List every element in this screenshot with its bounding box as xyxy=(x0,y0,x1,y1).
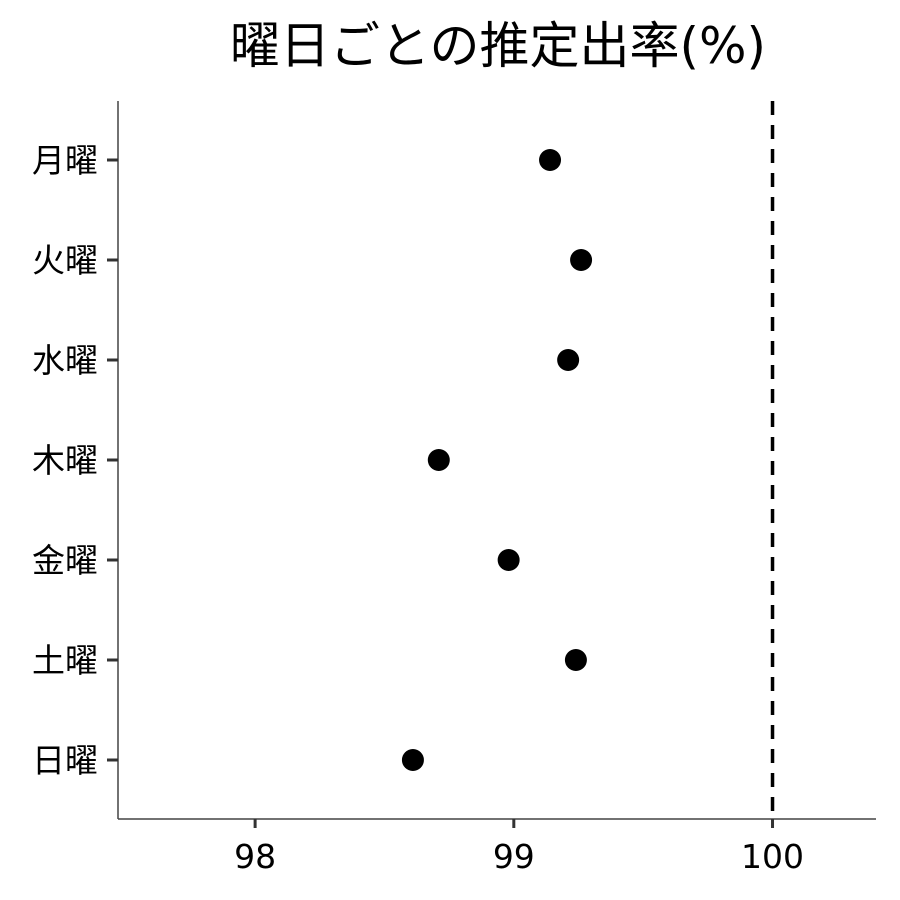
x-tick-label: 98 xyxy=(234,837,276,876)
data-point xyxy=(427,449,450,471)
data-point xyxy=(564,649,587,671)
y-tick-label: 日曜 xyxy=(32,741,98,780)
y-tick-label: 月曜 xyxy=(32,141,98,180)
data-point xyxy=(570,249,593,271)
data-point xyxy=(497,549,520,571)
y-tick-label: 金曜 xyxy=(32,541,98,580)
x-tick-label: 100 xyxy=(741,837,804,876)
data-point xyxy=(539,149,562,171)
y-tick-label: 土曜 xyxy=(32,641,98,680)
y-tick-label: 水曜 xyxy=(32,341,98,380)
chart-title: 曜日ごとの推定出率(%) xyxy=(230,17,766,75)
x-tick-label: 99 xyxy=(493,837,535,876)
data-point xyxy=(557,349,580,371)
data-point xyxy=(401,749,424,771)
y-tick-label: 木曜 xyxy=(32,441,98,480)
y-tick-label: 火曜 xyxy=(32,241,98,280)
